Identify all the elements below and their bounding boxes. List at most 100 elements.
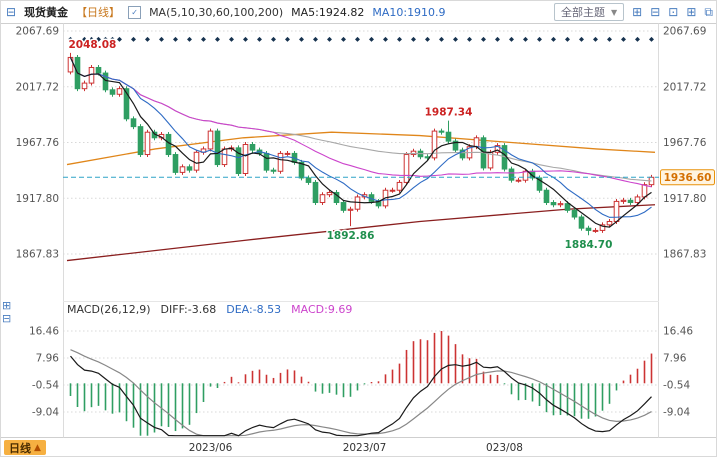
toolbar: ⊟ 现货黄金 【日线】 ✓ MA(5,10,30,60,100,200) MA5… xyxy=(1,1,716,23)
svg-text:◆: ◆ xyxy=(96,35,101,43)
timeframe-selector[interactable]: 日线 ▲ xyxy=(4,440,46,455)
svg-text:7.96: 7.96 xyxy=(36,353,60,365)
svg-text:◆: ◆ xyxy=(439,35,444,43)
svg-text:◆: ◆ xyxy=(89,35,94,43)
ma5-line xyxy=(69,57,652,228)
svg-text:◆: ◆ xyxy=(621,35,626,43)
svg-text:◆: ◆ xyxy=(509,35,514,43)
macd-dea-line xyxy=(70,349,652,437)
theme-dropdown-label: 全部主题 xyxy=(561,6,606,19)
up-arrow-icon: ▲ xyxy=(34,442,41,453)
candles-layer xyxy=(67,52,655,236)
svg-text:◆: ◆ xyxy=(341,35,346,43)
svg-text:◆: ◆ xyxy=(453,35,458,43)
layout-grid4-icon[interactable]: ⊞ xyxy=(686,4,697,19)
ma5-value-label: MA5:1924.82 xyxy=(291,5,365,19)
svg-text:◆: ◆ xyxy=(229,35,234,43)
svg-text:◆: ◆ xyxy=(425,35,430,43)
chevron-down-icon: ▼ xyxy=(611,7,618,17)
svg-text:◆: ◆ xyxy=(159,35,164,43)
svg-text:1917.80: 1917.80 xyxy=(663,193,706,205)
layout-grid3-icon[interactable]: ⊡ xyxy=(668,4,679,19)
svg-text:◆: ◆ xyxy=(467,35,472,43)
panel-down-icon[interactable]: ⊟ xyxy=(2,312,12,325)
svg-text:1867.83: 1867.83 xyxy=(16,249,59,261)
svg-text:◆: ◆ xyxy=(565,35,570,43)
macd-title: MACD(26,12,9) xyxy=(67,303,151,316)
svg-text:2023/06: 2023/06 xyxy=(189,442,233,454)
symbol-name: 现货黄金 xyxy=(24,6,69,19)
svg-text:◆: ◆ xyxy=(397,35,402,43)
ma200-line xyxy=(66,204,656,262)
svg-text:◆: ◆ xyxy=(383,35,388,43)
svg-text:2067.69: 2067.69 xyxy=(663,26,706,38)
svg-text:1967.76: 1967.76 xyxy=(663,137,707,149)
svg-text:1867.83: 1867.83 xyxy=(663,249,706,261)
svg-text:-9.04: -9.04 xyxy=(663,407,690,419)
svg-text:◆: ◆ xyxy=(579,35,584,43)
svg-text:◆: ◆ xyxy=(649,35,654,43)
expand-window-icon[interactable]: ⧉ xyxy=(704,4,713,19)
svg-text:-0.54: -0.54 xyxy=(663,380,690,392)
svg-text:1967.76: 1967.76 xyxy=(16,137,60,149)
macd-indicator-header: MACD(26,12,9) DIFF:-3.68 DEA:-8.53 MACD:… xyxy=(67,303,352,316)
collapse-panel-icon[interactable]: ⊟ xyxy=(6,4,17,19)
svg-text:◆: ◆ xyxy=(215,35,220,43)
svg-text:023/08: 023/08 xyxy=(486,442,523,454)
svg-text:◆: ◆ xyxy=(411,35,416,43)
svg-text:◆: ◆ xyxy=(201,35,206,43)
timeframe-label: 日线 xyxy=(9,441,31,455)
svg-text:16.46: 16.46 xyxy=(29,326,59,338)
ma30-line xyxy=(69,57,652,188)
svg-text:1884.70: 1884.70 xyxy=(565,239,613,251)
svg-text:◆: ◆ xyxy=(607,35,612,43)
svg-text:◆: ◆ xyxy=(68,35,73,43)
svg-text:◆: ◆ xyxy=(355,35,360,43)
svg-text:1987.34: 1987.34 xyxy=(425,107,473,119)
svg-text:◆: ◆ xyxy=(103,35,108,43)
svg-text:◆: ◆ xyxy=(537,35,542,43)
ma10-line xyxy=(69,57,652,218)
svg-text:2048.08: 2048.08 xyxy=(69,39,117,51)
svg-text:◆: ◆ xyxy=(299,35,304,43)
macd-diff-value: DIFF:-3.68 xyxy=(160,303,217,316)
macd-bar-value: MACD:9.69 xyxy=(291,303,353,316)
ma60-line xyxy=(69,57,652,182)
svg-text:◆: ◆ xyxy=(285,35,290,43)
svg-text:1917.80: 1917.80 xyxy=(16,193,59,205)
panel-side-controls: ⊞ ⊟ xyxy=(2,300,11,325)
svg-text:◆: ◆ xyxy=(117,35,122,43)
svg-text:2023/07: 2023/07 xyxy=(343,442,387,454)
svg-text:◆: ◆ xyxy=(173,35,178,43)
svg-text:◆: ◆ xyxy=(313,35,318,43)
svg-text:◆: ◆ xyxy=(481,35,486,43)
period-tag: 【日线】 xyxy=(76,6,121,19)
macd-diff-line xyxy=(70,355,652,437)
svg-text:◆: ◆ xyxy=(145,35,150,43)
macd-dea-value: DEA:-8.53 xyxy=(226,303,282,316)
svg-text:◆: ◆ xyxy=(82,35,87,43)
svg-text:◆: ◆ xyxy=(495,35,500,43)
svg-text:◆: ◆ xyxy=(523,35,528,43)
layout-single-icon[interactable]: ⊞ xyxy=(632,4,643,19)
svg-text:◆: ◆ xyxy=(593,35,598,43)
svg-text:◆: ◆ xyxy=(369,35,374,43)
svg-text:16.46: 16.46 xyxy=(663,326,693,338)
svg-text:-0.54: -0.54 xyxy=(32,380,59,392)
svg-text:◆: ◆ xyxy=(131,35,136,43)
svg-text:◆: ◆ xyxy=(257,35,262,43)
svg-text:1892.86: 1892.86 xyxy=(327,230,375,242)
ma-settings-label: MA(5,10,30,60,100,200) xyxy=(149,5,284,19)
svg-text:◆: ◆ xyxy=(271,35,276,43)
theme-dropdown[interactable]: 全部主题 ▼ xyxy=(554,3,625,21)
ma-checkbox-icon[interactable]: ✓ xyxy=(128,5,142,19)
layout-grid2-icon[interactable]: ⊟ xyxy=(650,4,661,19)
svg-text:2017.72: 2017.72 xyxy=(16,81,59,93)
svg-text:2067.69: 2067.69 xyxy=(16,26,59,38)
svg-text:-9.04: -9.04 xyxy=(32,407,59,419)
panel-up-icon[interactable]: ⊞ xyxy=(2,299,12,312)
macd-histogram xyxy=(69,331,653,436)
svg-text:◆: ◆ xyxy=(110,35,115,43)
